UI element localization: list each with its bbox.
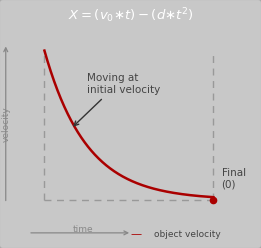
Text: $X = (v_0{\ast}t) - (d{\ast}t^2)$: $X = (v_0{\ast}t) - (d{\ast}t^2)$ [68,6,193,25]
Text: Final
(0): Final (0) [222,168,246,190]
Text: —: — [130,229,142,239]
Text: Moving at
initial velocity: Moving at initial velocity [87,73,161,95]
Text: object velocity: object velocity [154,230,221,239]
Text: time: time [73,225,94,234]
Text: velocity: velocity [2,106,11,142]
